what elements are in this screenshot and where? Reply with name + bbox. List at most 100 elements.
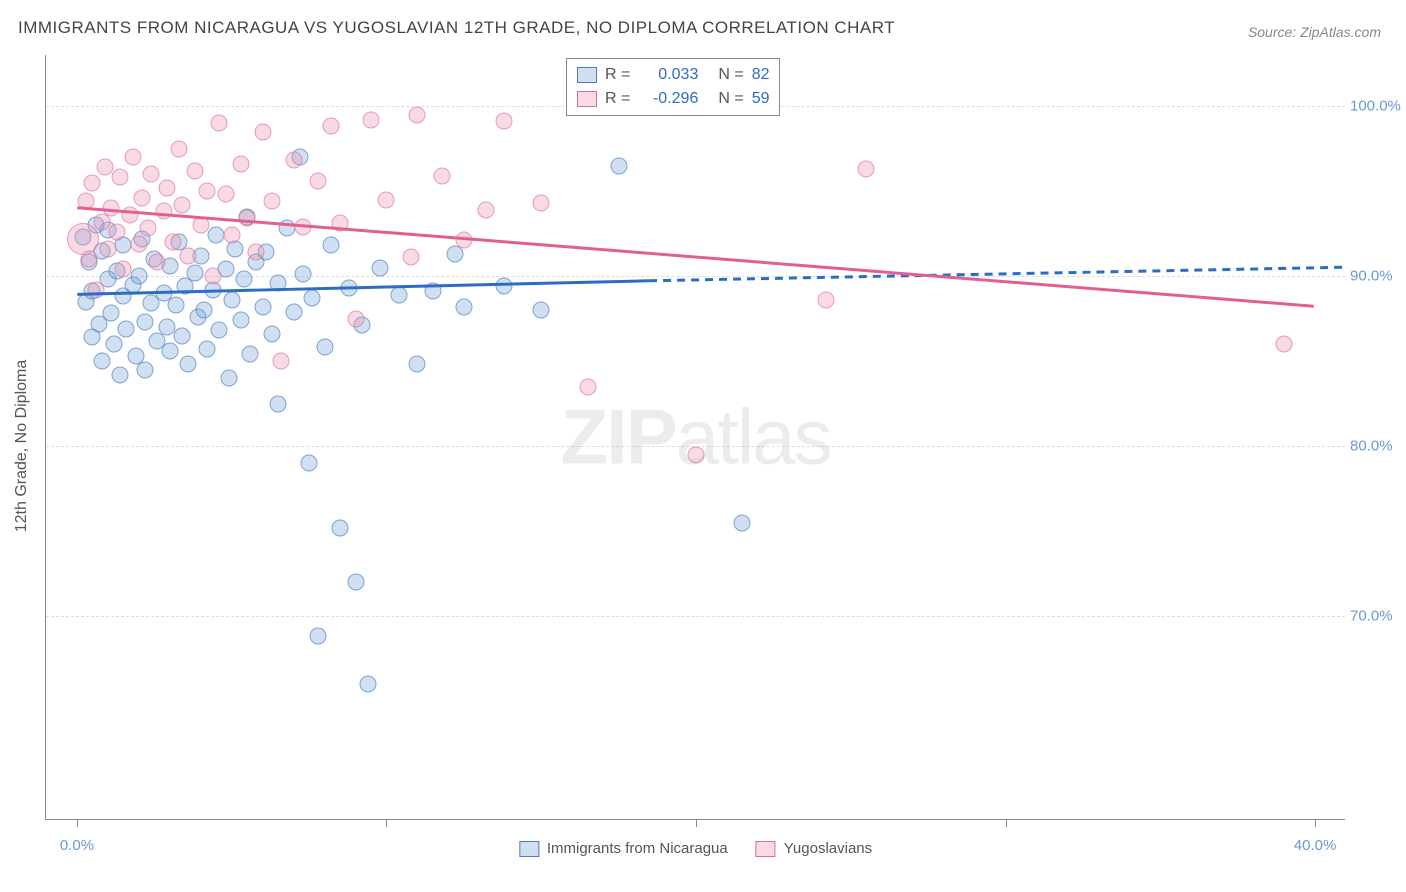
scatter-point-nicaragua — [496, 278, 513, 295]
scatter-point-nicaragua — [316, 339, 333, 356]
scatter-point-yugoslavian — [67, 223, 99, 255]
x-tick-label: 0.0% — [60, 837, 94, 854]
source-attribution: Source: ZipAtlas.com — [1248, 24, 1381, 40]
scatter-point-nicaragua — [161, 342, 178, 359]
scatter-point-yugoslavian — [273, 353, 290, 370]
scatter-point-nicaragua — [610, 157, 627, 174]
scatter-point-nicaragua — [263, 325, 280, 342]
scatter-point-yugoslavian — [143, 166, 160, 183]
scatter-point-yugoslavian — [112, 169, 129, 186]
scatter-point-yugoslavian — [403, 249, 420, 266]
scatter-point-yugoslavian — [455, 232, 472, 249]
scatter-point-nicaragua — [409, 356, 426, 373]
scatter-point-yugoslavian — [533, 194, 550, 211]
scatter-point-yugoslavian — [158, 179, 175, 196]
scatter-point-nicaragua — [137, 313, 154, 330]
scatter-point-nicaragua — [270, 395, 287, 412]
scatter-point-yugoslavian — [155, 203, 172, 220]
scatter-point-yugoslavian — [239, 210, 256, 227]
scatter-point-nicaragua — [195, 302, 212, 319]
scatter-point-nicaragua — [347, 574, 364, 591]
scatter-point-nicaragua — [180, 356, 197, 373]
scatter-point-yugoslavian — [84, 174, 101, 191]
scatter-point-nicaragua — [93, 353, 110, 370]
scatter-point-nicaragua — [211, 322, 228, 339]
x-tick — [1006, 819, 1007, 827]
scatter-point-yugoslavian — [1276, 336, 1293, 353]
x-tick — [1315, 819, 1316, 827]
scatter-point-nicaragua — [220, 370, 237, 387]
scatter-point-nicaragua — [106, 336, 123, 353]
legend-n-label: N = — [718, 90, 743, 108]
scatter-point-nicaragua — [233, 312, 250, 329]
legend-r-value: 0.033 — [638, 66, 698, 84]
scatter-point-yugoslavian — [363, 111, 380, 128]
scatter-point-yugoslavian — [496, 113, 513, 130]
scatter-point-yugoslavian — [96, 159, 113, 176]
scatter-point-nicaragua — [242, 346, 259, 363]
x-tick — [386, 819, 387, 827]
plot-area: ZIPatlas R =0.033N =82R =-0.296N =59 Imm… — [45, 55, 1345, 820]
scatter-point-nicaragua — [130, 268, 147, 285]
scatter-point-yugoslavian — [103, 200, 120, 217]
chart-title: IMMIGRANTS FROM NICARAGUA VS YUGOSLAVIAN… — [18, 18, 895, 38]
legend-swatch — [756, 841, 776, 857]
scatter-point-yugoslavian — [263, 193, 280, 210]
legend-correlation-row: R =-0.296N =59 — [577, 87, 769, 111]
y-axis-label: 12th Grade, No Diploma — [13, 360, 31, 533]
scatter-point-yugoslavian — [186, 162, 203, 179]
x-tick — [696, 819, 697, 827]
legend-swatch — [577, 67, 597, 83]
scatter-point-yugoslavian — [409, 106, 426, 123]
legend-swatch — [577, 91, 597, 107]
scatter-point-nicaragua — [174, 327, 191, 344]
scatter-point-yugoslavian — [124, 149, 141, 166]
y-tick-label: 90.0% — [1350, 268, 1405, 285]
scatter-point-yugoslavian — [205, 268, 222, 285]
scatter-point-nicaragua — [533, 302, 550, 319]
scatter-point-nicaragua — [254, 298, 271, 315]
legend-series-item: Immigrants from Nicaragua — [519, 840, 728, 857]
legend-swatch — [519, 841, 539, 857]
scatter-point-yugoslavian — [164, 234, 181, 251]
scatter-point-nicaragua — [304, 290, 321, 307]
scatter-point-yugoslavian — [233, 155, 250, 172]
scatter-point-yugoslavian — [477, 201, 494, 218]
legend-n-value: 82 — [752, 66, 770, 84]
scatter-point-nicaragua — [301, 455, 318, 472]
scatter-point-yugoslavian — [223, 227, 240, 244]
scatter-point-nicaragua — [424, 283, 441, 300]
scatter-point-yugoslavian — [78, 193, 95, 210]
scatter-point-nicaragua — [198, 341, 215, 358]
scatter-point-yugoslavian — [149, 254, 166, 271]
scatter-point-nicaragua — [103, 305, 120, 322]
scatter-point-yugoslavian — [688, 446, 705, 463]
scatter-point-nicaragua — [279, 220, 296, 237]
series-legend: Immigrants from Nicaragua Yugoslavians — [519, 840, 872, 857]
scatter-point-yugoslavian — [115, 261, 132, 278]
scatter-point-nicaragua — [734, 514, 751, 531]
legend-series-label: Immigrants from Nicaragua — [547, 840, 728, 857]
scatter-point-yugoslavian — [133, 189, 150, 206]
legend-r-value: -0.296 — [638, 90, 698, 108]
scatter-point-nicaragua — [455, 298, 472, 315]
scatter-point-nicaragua — [322, 237, 339, 254]
legend-correlation-row: R =0.033N =82 — [577, 63, 769, 87]
scatter-point-nicaragua — [158, 319, 175, 336]
scatter-point-nicaragua — [341, 279, 358, 296]
scatter-point-nicaragua — [186, 264, 203, 281]
scatter-point-yugoslavian — [130, 235, 147, 252]
watermark: ZIPatlas — [560, 392, 830, 483]
scatter-point-yugoslavian — [198, 183, 215, 200]
x-tick — [77, 819, 78, 827]
scatter-point-yugoslavian — [818, 291, 835, 308]
y-tick-label: 70.0% — [1350, 608, 1405, 625]
scatter-point-yugoslavian — [858, 160, 875, 177]
scatter-point-nicaragua — [137, 361, 154, 378]
x-tick-label: 40.0% — [1294, 837, 1337, 854]
scatter-point-yugoslavian — [109, 223, 126, 240]
scatter-point-yugoslavian — [254, 123, 271, 140]
scatter-point-yugoslavian — [180, 247, 197, 264]
legend-series-item: Yugoslavians — [756, 840, 872, 857]
correlation-legend: R =0.033N =82R =-0.296N =59 — [566, 58, 780, 116]
